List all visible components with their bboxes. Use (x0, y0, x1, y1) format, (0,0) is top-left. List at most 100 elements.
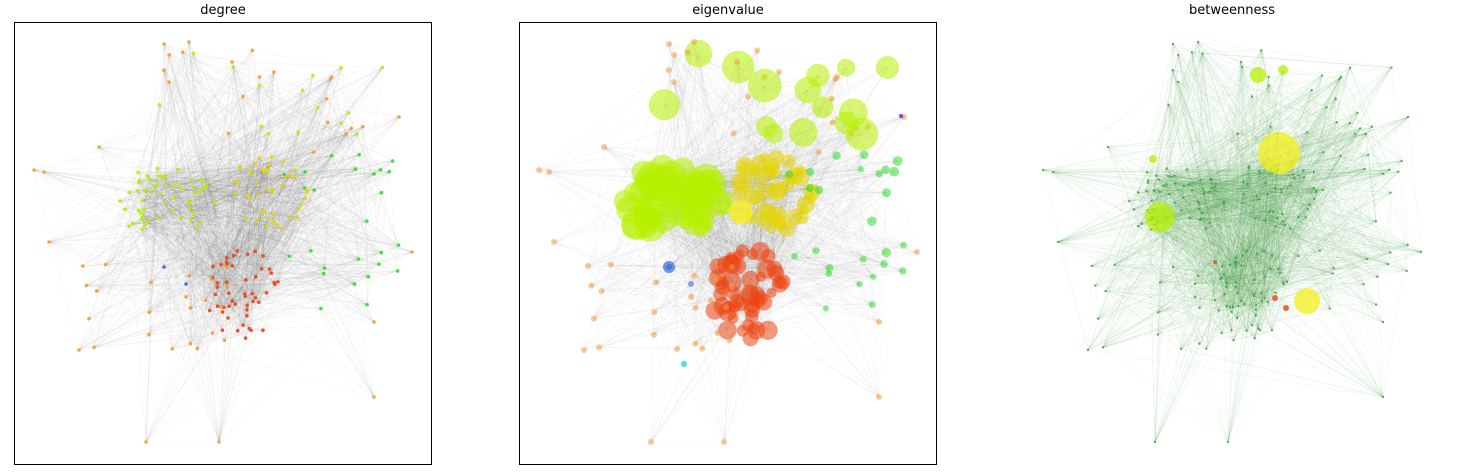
network-node (1241, 65, 1244, 69)
network-node (395, 269, 400, 273)
network-node (264, 186, 268, 190)
network-node (859, 255, 867, 263)
network-node (1157, 178, 1160, 181)
network-node (138, 210, 143, 215)
network-node (1325, 106, 1328, 109)
network-node (746, 248, 759, 260)
network-node (1308, 203, 1311, 206)
network-node (271, 212, 276, 216)
network-node (1334, 97, 1337, 100)
network-node (47, 240, 51, 244)
network-node (1260, 49, 1263, 52)
network-node (311, 73, 315, 78)
network-node (264, 291, 269, 295)
network-node (254, 181, 259, 185)
network-node (1173, 201, 1177, 204)
network-node (245, 303, 249, 308)
network-node (144, 440, 148, 444)
network-node (270, 187, 275, 192)
network-node (1255, 194, 1259, 198)
network-node (889, 166, 900, 177)
network-node (1313, 197, 1316, 200)
network-node (1208, 190, 1211, 193)
network-node (1201, 187, 1204, 190)
network-node (1312, 186, 1315, 190)
network-node (339, 121, 343, 125)
network-node (184, 282, 188, 286)
network-node (136, 170, 140, 175)
network-node (266, 216, 271, 220)
network-node (688, 210, 705, 228)
network-node (1242, 193, 1245, 196)
network-node (1267, 75, 1270, 79)
network-node (744, 93, 751, 100)
network-node (227, 304, 231, 309)
network-node (1263, 250, 1266, 253)
network-node (1335, 121, 1338, 124)
network-node (1240, 264, 1243, 268)
network-node (1158, 190, 1161, 194)
network-node (146, 219, 150, 224)
network-node (303, 170, 307, 174)
network-node (713, 276, 720, 283)
network-node (1362, 282, 1365, 286)
network-node (590, 315, 597, 322)
network-node (365, 302, 369, 307)
network-node (167, 80, 171, 84)
network-node (155, 166, 160, 171)
network-node (261, 170, 266, 174)
network-node (233, 302, 238, 306)
network-node (243, 277, 248, 282)
network-node (721, 272, 742, 293)
network-node (187, 206, 192, 211)
network-node (692, 304, 699, 311)
network-node (198, 189, 203, 194)
network-node (143, 222, 147, 227)
network-node (892, 156, 903, 166)
network-node (766, 261, 783, 278)
network-node (1171, 68, 1174, 72)
network-node (1234, 261, 1237, 264)
network-node (224, 260, 229, 265)
network-node (1173, 174, 1176, 177)
network-node (249, 171, 254, 175)
network-node (257, 156, 262, 161)
network-node (681, 361, 687, 367)
network-node (1254, 308, 1258, 311)
network-node (127, 190, 131, 195)
network-node (272, 70, 276, 74)
network-node (1390, 66, 1393, 69)
network-node (1235, 316, 1239, 320)
network-node (758, 320, 778, 341)
network-node (164, 200, 168, 205)
network-node (1264, 219, 1267, 222)
network-node (1297, 174, 1300, 177)
network-node (814, 185, 824, 195)
network-node (1161, 184, 1165, 187)
network-node (1302, 169, 1305, 172)
network-node (1240, 300, 1243, 303)
network-node (876, 394, 882, 400)
network-node (257, 75, 262, 79)
network-node (80, 264, 85, 268)
network-node (601, 144, 607, 150)
network-node (1297, 215, 1300, 219)
network-node (312, 188, 316, 192)
network-node (1245, 249, 1248, 253)
network-node (1188, 216, 1191, 220)
network-node (1290, 184, 1293, 187)
network-node (211, 264, 215, 269)
network-node (245, 313, 249, 318)
network-node (1182, 184, 1185, 188)
network-node (1348, 121, 1352, 125)
network-node (248, 197, 252, 201)
network-node (648, 89, 680, 121)
network-node (244, 216, 249, 220)
network-node (1381, 172, 1385, 175)
network-node (914, 249, 920, 255)
network-node (156, 216, 160, 220)
network-node (162, 265, 166, 269)
network-node (546, 169, 552, 175)
network-node (1405, 269, 1408, 273)
network-node (1090, 264, 1093, 268)
